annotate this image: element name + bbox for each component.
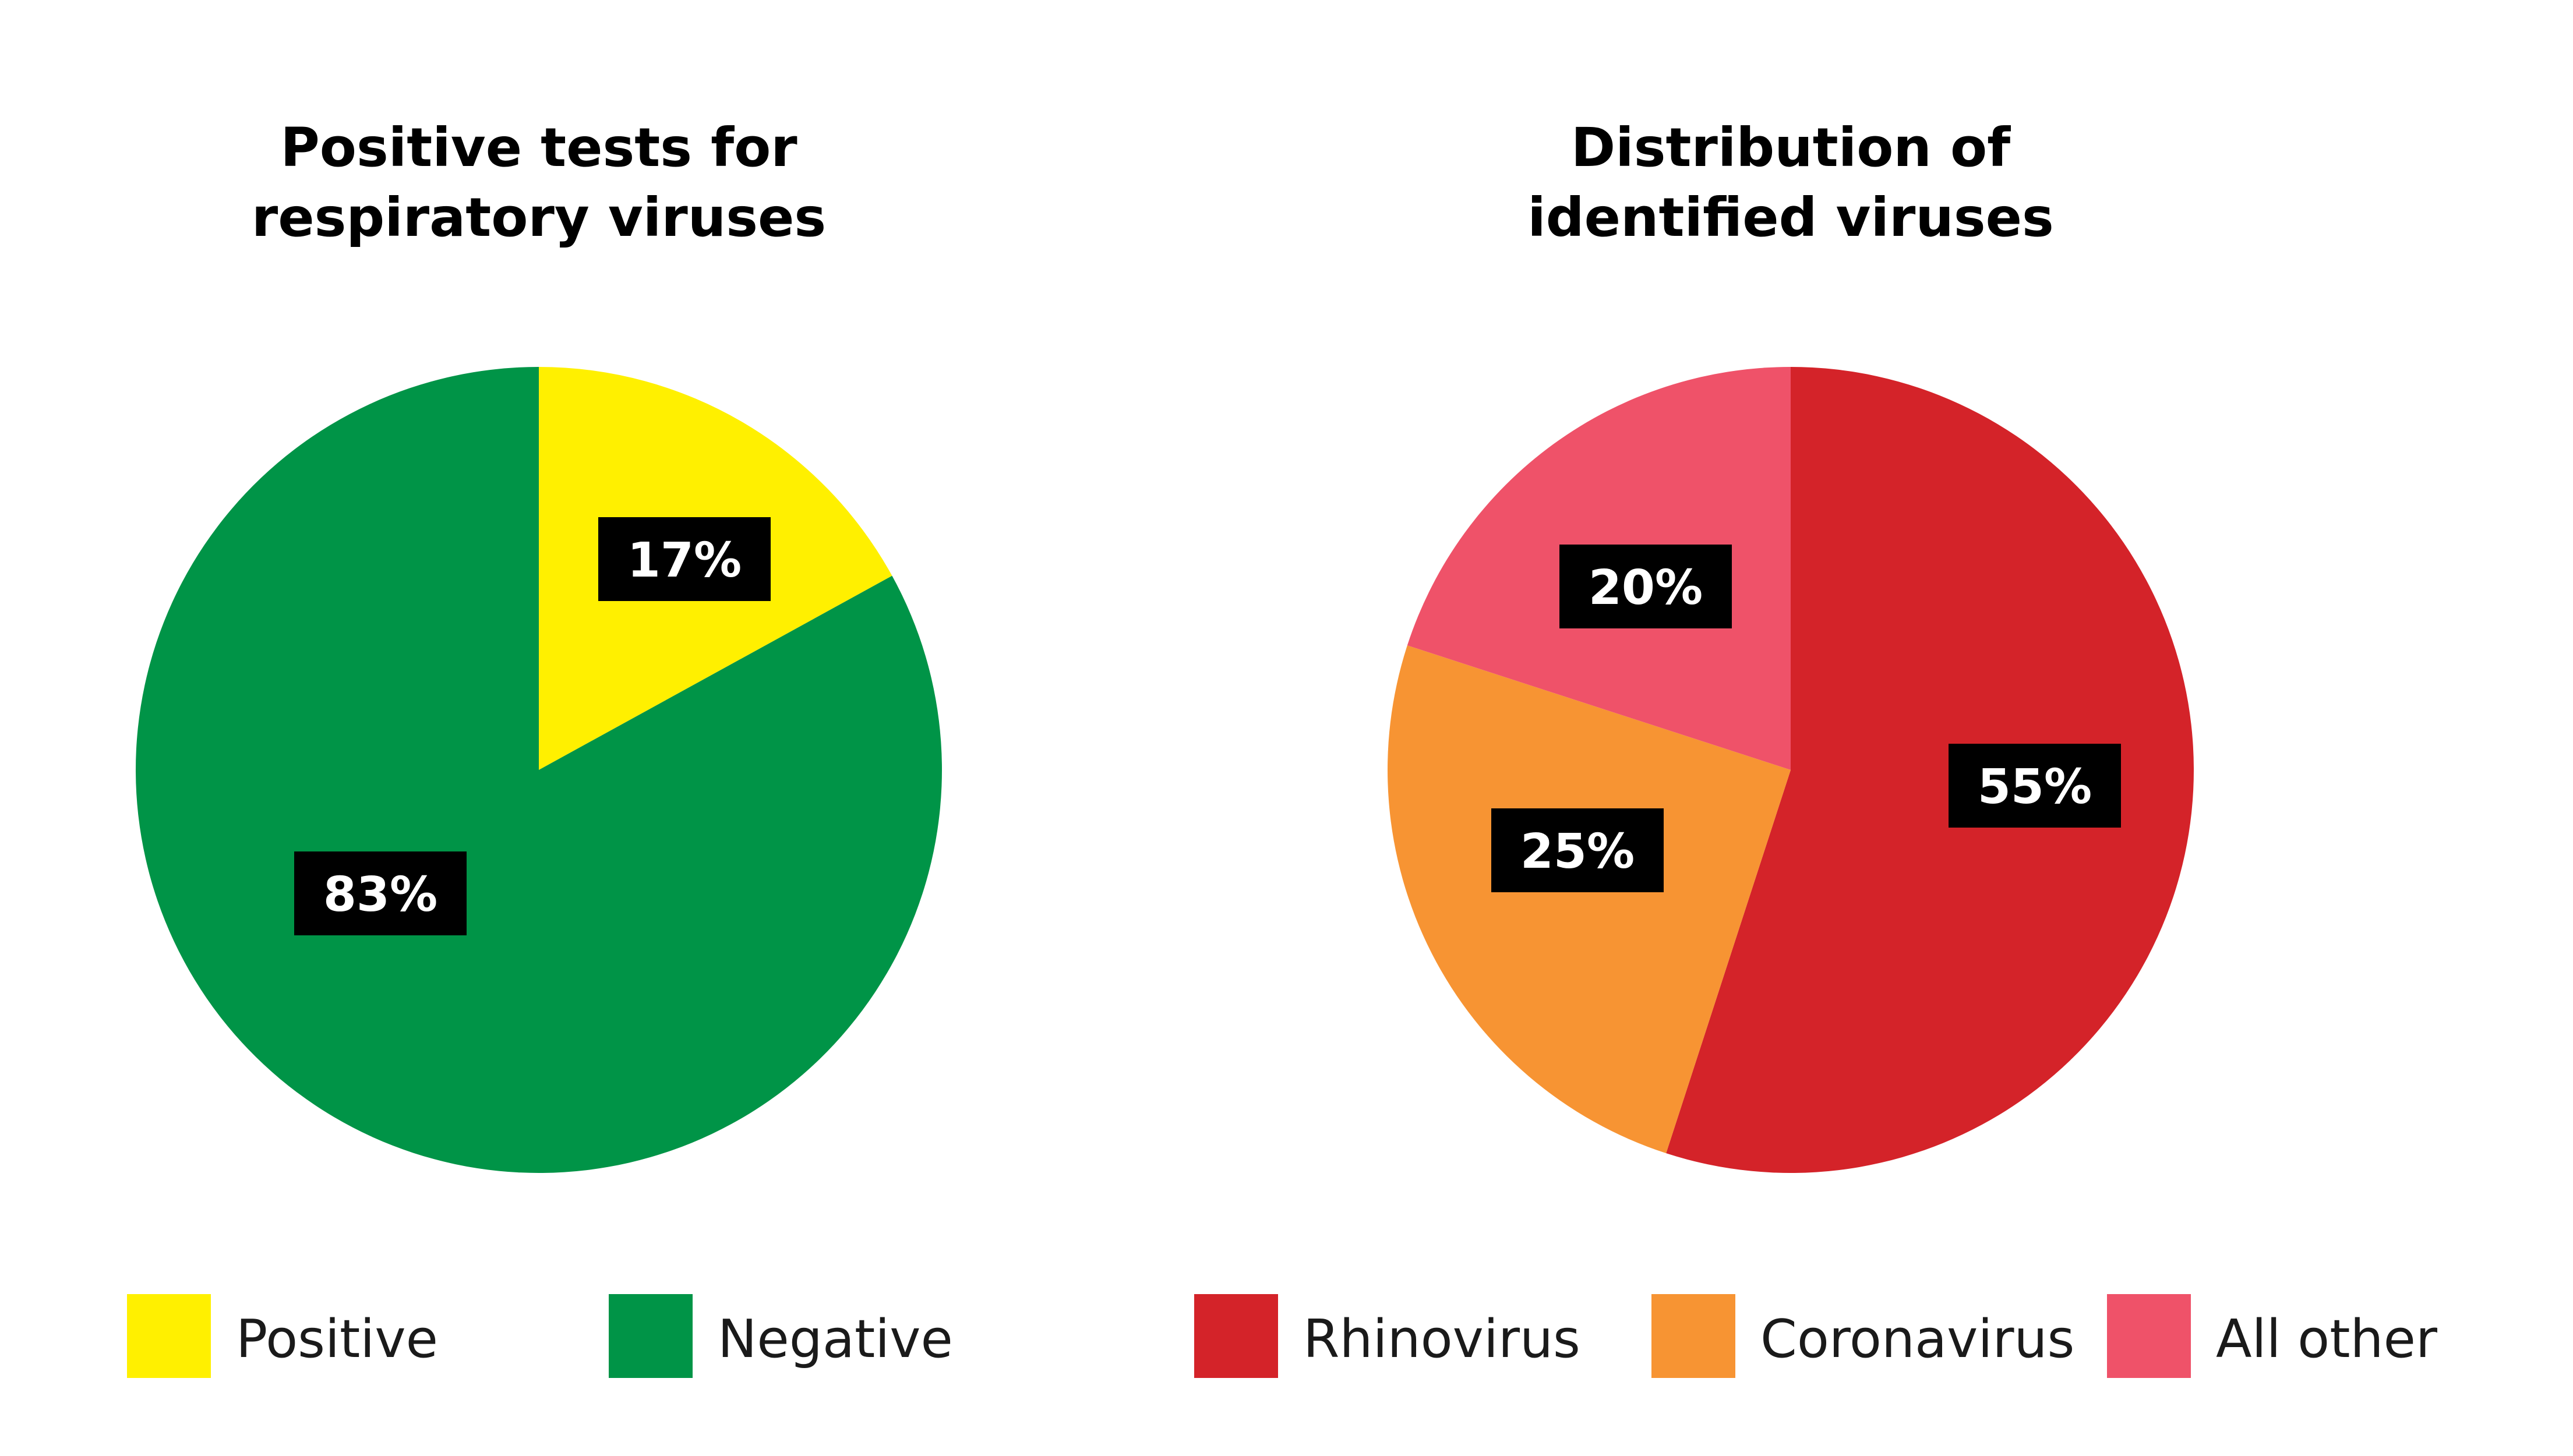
chart-title-line-1: Positive tests for	[280, 116, 797, 179]
svg-text:20%: 20%	[1589, 560, 1703, 616]
pie-chart-identified-viruses: Distribution of identified viruses 55% 2…	[1194, 116, 2437, 1378]
pie-slice-rhinovirus	[1666, 367, 2194, 1173]
chart-title-line-2: respiratory viruses	[252, 186, 826, 249]
legend-negative: Negative	[609, 1294, 953, 1378]
pie-chart-positive-tests: Positive tests for respiratory viruses 1…	[127, 116, 953, 1378]
pie-slice-negative	[135, 367, 942, 1173]
legend-swatch-all-other	[2107, 1294, 2191, 1378]
data-label-rhinovirus: 55%	[1949, 744, 2121, 828]
svg-text:83%: 83%	[323, 867, 437, 923]
chart-title-line-1: Distribution of	[1571, 116, 2011, 179]
pie-slice-coronavirus	[1388, 645, 1791, 1154]
data-label-negative: 83%	[294, 851, 467, 935]
legend-all-other: All other	[2107, 1294, 2437, 1378]
svg-text:25%: 25%	[1520, 824, 1635, 879]
data-label-coronavirus: 25%	[1491, 808, 1664, 892]
data-label-positive: 17%	[598, 517, 771, 601]
data-label-all-other: 20%	[1559, 545, 1732, 628]
legend-label-all-other: All other	[2216, 1309, 2437, 1370]
chart-title-line-2: identified viruses	[1527, 186, 2054, 249]
legend-coronavirus: Coronavirus	[1651, 1294, 2074, 1378]
legend-swatch-positive	[127, 1294, 211, 1378]
legend-label-coronavirus: Coronavirus	[1760, 1309, 2074, 1370]
legend-swatch-coronavirus	[1651, 1294, 1735, 1378]
legend-label-rhinovirus: Rhinovirus	[1303, 1309, 1580, 1370]
svg-text:55%: 55%	[1978, 759, 2092, 815]
legend-positive: Positive	[127, 1294, 438, 1378]
svg-text:17%: 17%	[627, 533, 742, 588]
legend-label-negative: Negative	[718, 1309, 953, 1370]
legend-swatch-negative	[609, 1294, 693, 1378]
legend-swatch-rhinovirus	[1194, 1294, 1278, 1378]
legend-label-positive: Positive	[236, 1309, 438, 1370]
legend-rhinovirus: Rhinovirus	[1194, 1294, 1580, 1378]
